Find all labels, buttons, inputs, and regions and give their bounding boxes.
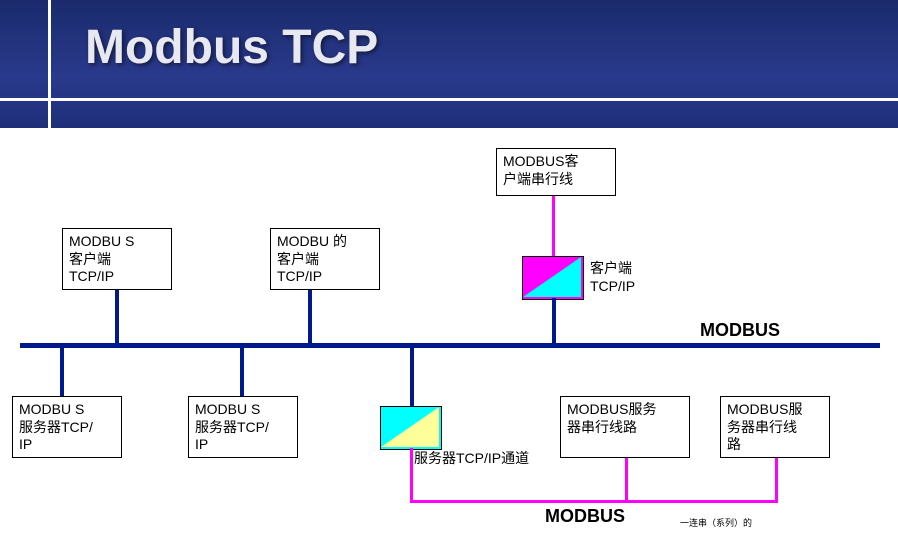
gateway-client [522, 256, 584, 300]
gateway-client-label: 客户端 TCP/IP [590, 260, 635, 295]
pink-serial-bus-horizontal [410, 500, 778, 503]
gateway-server-label: 服务器TCP/IP通道 [414, 450, 529, 468]
stub-client2 [308, 290, 312, 343]
pink-client-serial-to-gateway [552, 196, 555, 256]
node-server-tcpip-1: MODBU S 服务器TCP/ IP [12, 396, 122, 458]
diagram-canvas: MODBUS MODBU S 客户端 TCP/IP MODBU 的 客户端 TC… [0, 128, 898, 555]
pink-gateway-down [410, 448, 413, 503]
header-accent-vertical [48, 0, 51, 128]
header-accent-horizontal [0, 98, 898, 101]
node-client-tcpip-2: MODBU 的 客户端 TCP/IP [270, 228, 380, 290]
modbus-tcp-bus [20, 343, 880, 348]
modbus-serial-note: 一连串（系列）的 [680, 516, 752, 529]
node-server-tcpip-2: MODBU S 服务器TCP/ IP [188, 396, 298, 458]
stub-server1 [60, 348, 64, 396]
stub-server2 [240, 348, 244, 396]
stub-gateway-client [552, 298, 556, 343]
modbus-serial-label: MODBUS [545, 506, 625, 527]
slide-header: Modbus TCP [0, 0, 898, 131]
node-server-serial-1: MODBUS服务 器串行线路 [560, 396, 690, 458]
node-client-tcpip-1: MODBU S 客户端 TCP/IP [62, 228, 172, 290]
page-title: Modbus TCP [85, 20, 378, 75]
gateway-server [380, 406, 442, 450]
stub-gateway-server [410, 348, 414, 406]
pink-up-server-serial-1 [625, 458, 628, 503]
node-client-serial: MODBUS客 户端串行线 [496, 148, 616, 196]
gateway-client-lower-tri [523, 257, 581, 297]
pink-up-server-serial-2 [775, 458, 778, 503]
gateway-server-lower-tri [381, 407, 439, 447]
stub-client1 [115, 290, 119, 343]
node-server-serial-2: MODBUS服 务器串行线 路 [720, 396, 830, 458]
modbus-bus-label: MODBUS [700, 320, 780, 341]
